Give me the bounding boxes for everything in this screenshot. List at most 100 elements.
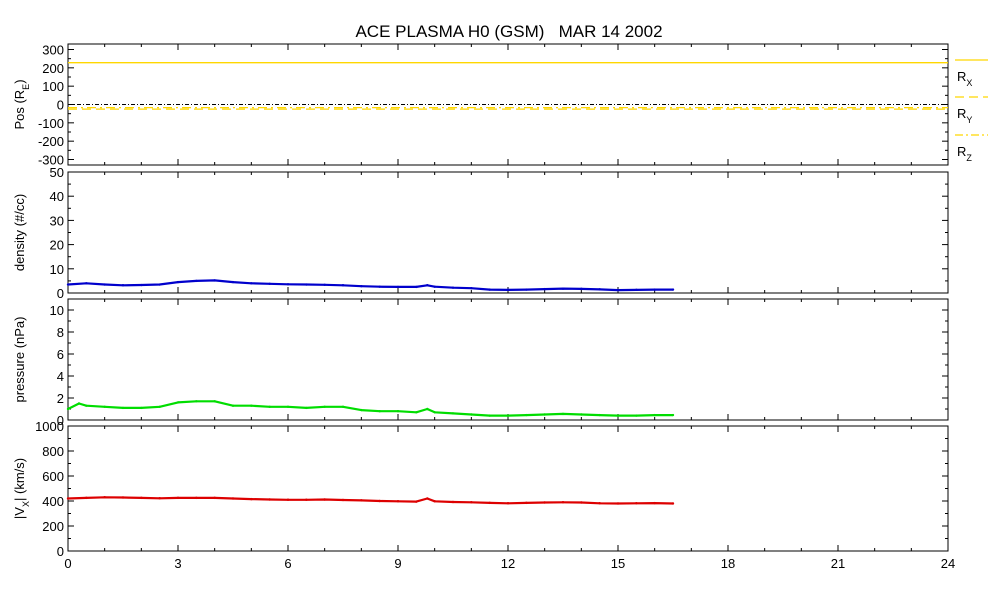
legend-label: RY — [957, 106, 972, 125]
chart-title: ACE PLASMA H0 (GSM) MAR 14 2002 — [355, 22, 662, 41]
data-point — [543, 413, 546, 416]
data-point — [360, 499, 363, 502]
data-point — [671, 413, 675, 417]
data-point — [598, 288, 601, 291]
data-point — [85, 404, 88, 407]
data-point — [415, 285, 418, 289]
data-point — [268, 282, 271, 286]
y-tick-label: -100 — [38, 116, 64, 131]
data-point — [543, 287, 546, 291]
data-point — [195, 496, 198, 500]
y-tick-label: 4 — [57, 369, 64, 384]
data-point — [140, 406, 143, 410]
data-point — [396, 500, 400, 503]
panel-pressure: 0 2 4 6 8 10 pressure (nPa) — [12, 298, 949, 428]
y-tick-label: 10 — [50, 303, 64, 318]
data-point — [176, 280, 180, 284]
legend-label-sub: X — [966, 78, 972, 88]
data-point — [525, 288, 528, 291]
data-point — [103, 283, 106, 286]
x-tick-label: 12 — [501, 556, 515, 571]
legend-label-sub: Z — [966, 153, 972, 163]
data-point — [635, 414, 638, 417]
x-tick-label: 18 — [721, 556, 735, 571]
y-tick-label: 6 — [57, 347, 64, 362]
data-point — [286, 498, 290, 501]
x-tick-label: 3 — [174, 556, 181, 571]
legend-label-main: R — [957, 144, 966, 159]
data-point — [378, 285, 381, 288]
series-line-pressure — [67, 400, 673, 417]
data-point — [616, 502, 620, 505]
data-point — [653, 413, 656, 417]
x-tick-label: 0 — [64, 556, 71, 571]
data-point — [433, 500, 436, 503]
data-point — [470, 286, 473, 290]
data-point — [360, 408, 363, 412]
data-point — [305, 406, 308, 410]
data-point — [488, 501, 491, 505]
y-tick-label: 10 — [50, 262, 64, 277]
y-axis-label: pressure (nPa) — [12, 317, 27, 403]
y-tick-label: 2 — [57, 391, 64, 406]
data-point — [506, 414, 510, 417]
data-point — [195, 279, 198, 283]
data-point — [360, 285, 363, 288]
data-point — [305, 283, 308, 286]
y-tick-label: 400 — [42, 494, 64, 509]
data-point — [176, 496, 180, 500]
data-point — [268, 498, 271, 501]
data-point — [396, 410, 400, 413]
data-point — [140, 496, 143, 500]
y-tick-label: 30 — [50, 213, 64, 228]
data-point — [250, 404, 253, 407]
data-point — [158, 283, 161, 286]
data-point — [213, 279, 216, 282]
y-tick-label: -200 — [38, 134, 64, 149]
x-tick-label: 15 — [611, 556, 625, 571]
y-tick-label: 0 — [57, 413, 64, 428]
y-tick-label: 300 — [42, 43, 64, 58]
y-tick-label: 100 — [42, 79, 64, 94]
y-axis-label: |VX| (km/s) — [12, 458, 31, 519]
y-axis-label-sub: E — [21, 84, 31, 90]
data-point — [323, 283, 326, 286]
data-point — [121, 284, 125, 287]
legend-label: RZ — [957, 144, 972, 163]
data-point — [176, 401, 180, 404]
data-point — [451, 412, 455, 415]
data-point — [66, 497, 70, 500]
data-point — [341, 498, 345, 502]
data-point — [616, 288, 620, 292]
data-point — [158, 497, 161, 500]
legend-label: RX — [957, 69, 972, 88]
x-tick-label: 6 — [284, 556, 291, 571]
data-point — [66, 283, 70, 286]
data-point — [506, 288, 510, 292]
data-point — [323, 498, 326, 501]
data-point — [451, 500, 455, 504]
data-point — [231, 280, 235, 284]
data-point — [580, 413, 583, 416]
data-point — [415, 500, 418, 503]
y-axis-label: density (#/cc) — [12, 194, 27, 271]
y-axis-label-main: pressure (nPa) — [12, 317, 27, 403]
y-tick-label: 600 — [42, 469, 64, 484]
data-point — [426, 284, 429, 287]
data-point — [66, 407, 70, 411]
panel-density: 0 10 20 30 40 50 density (#/cc) — [12, 165, 949, 301]
data-point — [561, 412, 565, 416]
panel-frame — [67, 425, 949, 552]
y-axis-label-main: |V — [12, 507, 27, 519]
y-tick-label: 20 — [50, 238, 64, 253]
y-tick-label: 800 — [42, 444, 64, 459]
data-point — [543, 501, 546, 504]
data-point — [671, 288, 675, 291]
y-axis-label-tail: | (km/s) — [12, 458, 27, 501]
data-point — [213, 496, 216, 500]
data-point — [561, 287, 565, 290]
data-point — [378, 499, 381, 503]
legend-label-main: R — [957, 106, 966, 121]
